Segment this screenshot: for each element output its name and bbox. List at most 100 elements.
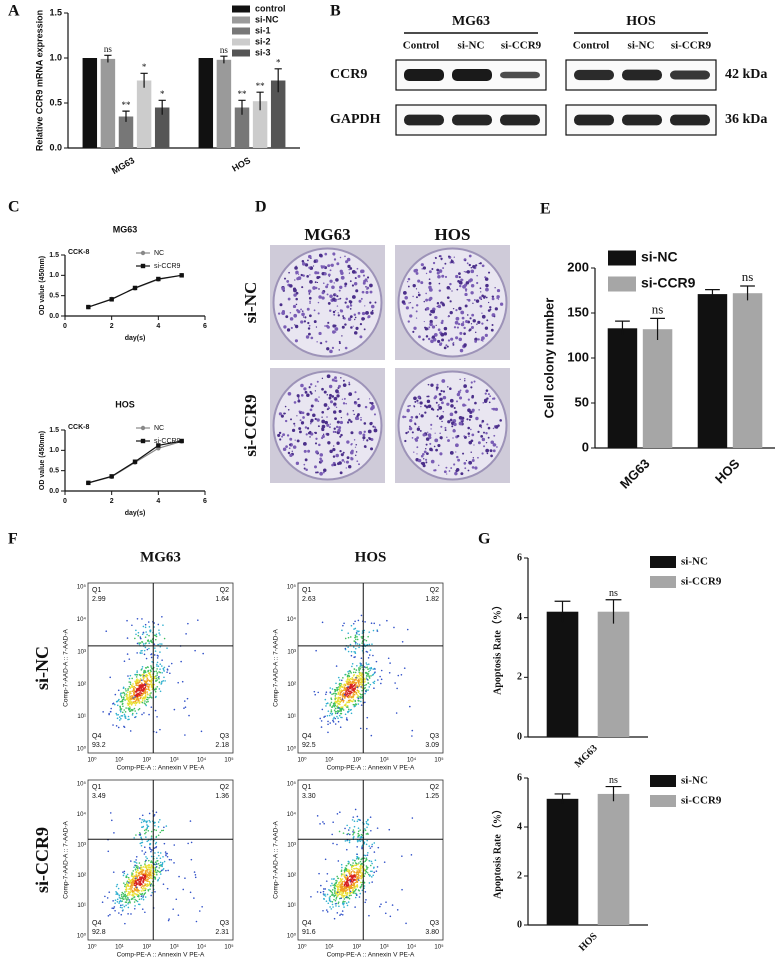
event-dot [118,896,121,899]
event-dot [345,691,348,693]
colony [314,465,317,469]
colony [369,422,373,426]
event-dot [345,881,348,884]
event-dot [150,835,153,837]
colony [326,283,329,286]
y-tick-label: 1.5 [49,252,59,259]
colony [470,291,474,295]
colony [346,257,351,262]
colony [309,422,312,425]
event-dot [337,717,339,719]
colony [496,446,498,448]
colony [446,285,451,290]
event-dot [322,821,324,823]
event-dot [139,877,141,879]
event-dot [116,883,119,886]
event-dot [118,719,121,721]
colony [464,467,467,470]
event-dot [131,702,134,705]
colony [477,320,481,324]
event-dot [352,874,355,877]
event-dot [154,821,156,824]
x-tick-label: 10⁰ [297,757,307,764]
event-dot [141,666,144,668]
event-dot [146,696,149,699]
event-dot [334,882,337,884]
event-dot [361,695,364,698]
colony [338,409,342,413]
significance-label: ns [742,269,754,284]
colony [329,294,333,299]
x-tick-label: 4 [156,498,160,505]
event-dot [148,875,151,877]
colony [334,293,337,296]
event-dot [162,667,165,670]
event-dot [371,862,373,865]
quadrant-name: Q3 [430,920,439,927]
significance-label: ns [652,302,664,317]
event-dot [350,678,353,681]
colony [344,323,347,326]
event-dot [138,883,141,885]
x-tick-label: 10³ [170,758,179,764]
event-dot [142,696,145,699]
colony [470,323,473,325]
colony [325,340,328,343]
event-dot [139,893,142,896]
colony [430,428,432,430]
colony [297,273,300,275]
colony [427,395,430,398]
colony [434,469,437,472]
event-dot [336,885,339,888]
event-dot [150,861,152,864]
event-dot [356,686,359,688]
colony [463,377,466,380]
event-dot [354,636,356,639]
event-dot [373,622,376,625]
colony [470,381,473,384]
event-dot [154,689,156,691]
bar [100,58,116,148]
blot-band [574,69,614,81]
colony [350,326,353,329]
event-dot [358,862,360,864]
event-dot [340,679,343,682]
colony [371,404,375,408]
y-tick-label: 10⁰ [287,746,297,753]
colony [432,261,436,265]
colony [282,447,287,452]
quadrant-value: 3.49 [92,793,106,800]
event-dot [114,693,117,696]
event-dot [352,622,355,625]
event-dot [154,709,157,712]
event-dot [131,624,133,627]
legend-swatch [232,49,250,57]
event-dot [364,692,366,695]
colony [466,262,469,265]
event-dot [352,696,355,699]
event-dot [151,667,153,670]
event-dot [348,839,351,842]
colony [429,313,432,316]
event-dot [374,668,376,670]
event-dot [162,624,164,626]
event-dot [160,864,162,866]
event-dot [155,829,158,832]
event-dot [316,891,319,893]
event-dot [159,831,162,834]
colony [334,379,338,383]
event-dot [142,697,144,700]
quadrant-value: 93.2 [92,742,106,749]
event-dot [337,711,340,713]
event-dot [357,703,360,705]
colony [281,287,285,291]
legend-label: si-NC [681,556,708,568]
significance-label: ns [220,45,229,55]
colony [483,431,485,434]
colony [447,339,451,342]
event-dot [141,649,143,652]
bar [252,101,268,148]
event-dot [120,695,123,698]
colony [342,383,347,387]
